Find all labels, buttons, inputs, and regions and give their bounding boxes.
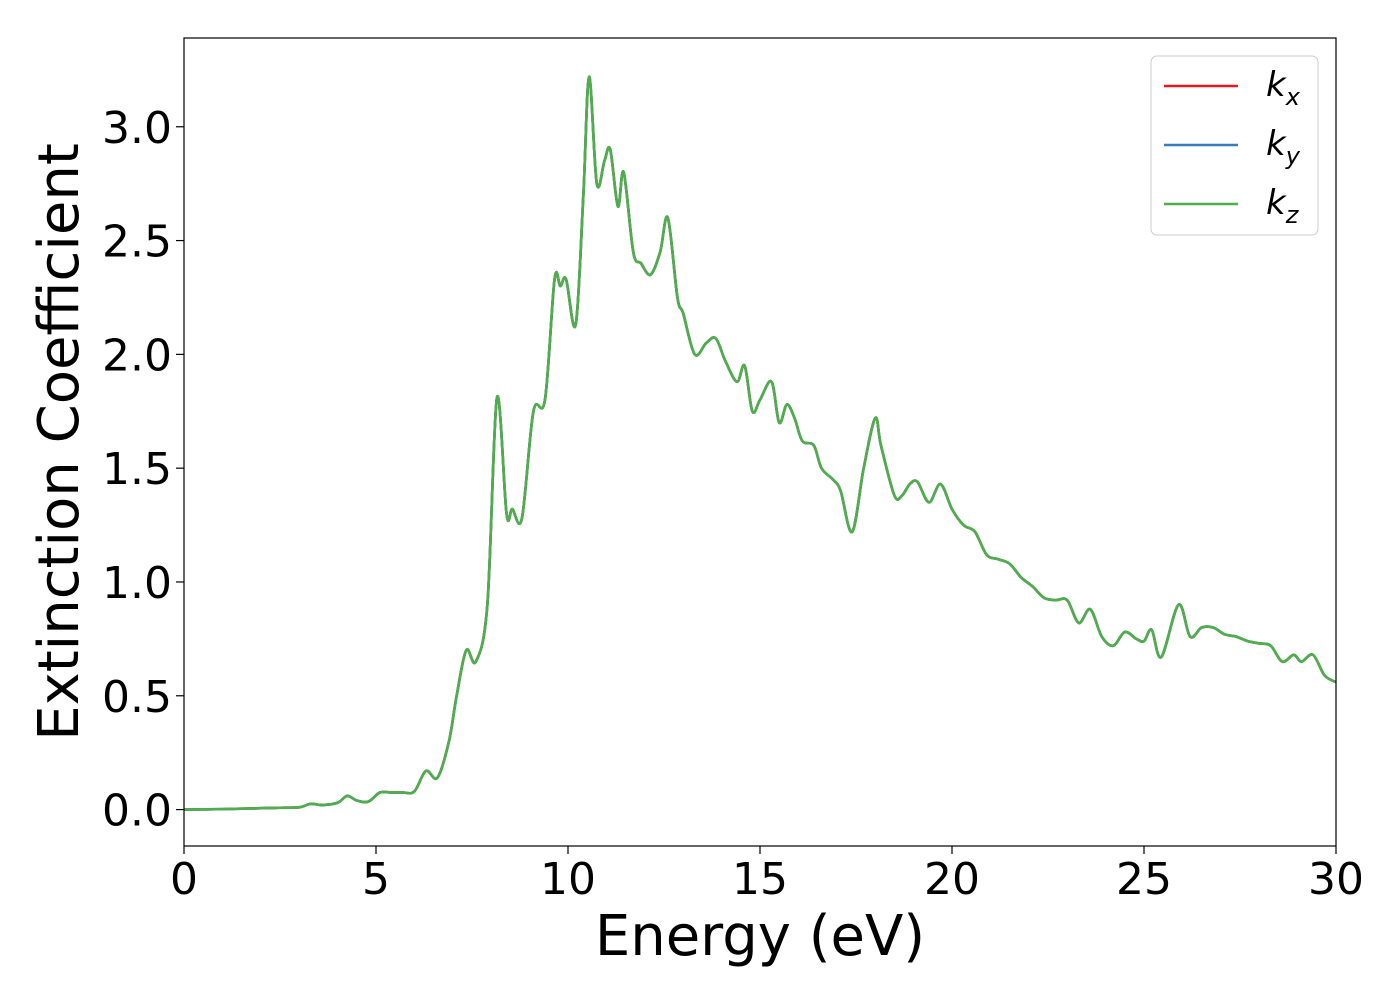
- legend-label-subscript: y: [1285, 142, 1301, 170]
- y-tick-label: 2.5: [102, 217, 172, 268]
- y-tick-label: 1.0: [102, 558, 172, 609]
- x-tick-label: 20: [924, 854, 980, 905]
- legend-label-main: k: [1266, 124, 1287, 164]
- x-axis-label: Energy (eV): [595, 904, 925, 969]
- legend-label-k-y: ky: [1266, 124, 1301, 170]
- x-tick-label: 25: [1116, 854, 1172, 905]
- x-tick-label: 30: [1308, 854, 1364, 905]
- plot-background: [184, 38, 1336, 846]
- x-tick-label: 0: [170, 854, 198, 905]
- legend-label-main: k: [1266, 183, 1287, 223]
- series-lines: [183, 75, 1337, 811]
- legend-label-k-x: kx: [1266, 65, 1301, 111]
- y-tick-label: 0.5: [102, 672, 172, 723]
- legend-label-main: k: [1266, 65, 1287, 105]
- y-tick-label: 0.0: [102, 786, 172, 837]
- x-axis-ticks: 0 5 10 15 20 25 30: [170, 846, 1364, 905]
- series-line-k-z: [183, 75, 1337, 811]
- y-axis-ticks: 0.0 0.5 1.0 1.5 2.0 2.5 3.0: [102, 103, 184, 837]
- legend-label-k-z: kz: [1266, 183, 1300, 229]
- y-tick-label: 2.0: [102, 330, 172, 381]
- y-axis-label: Extinction Coefficient: [27, 143, 92, 741]
- y-tick-label: 3.0: [102, 103, 172, 154]
- y-tick-label: 1.5: [102, 444, 172, 495]
- x-tick-label: 15: [732, 854, 788, 905]
- x-tick-label: 5: [362, 854, 390, 905]
- legend-label-subscript: z: [1285, 201, 1300, 229]
- x-tick-label: 10: [540, 854, 596, 905]
- legend-label-subscript: x: [1285, 83, 1301, 111]
